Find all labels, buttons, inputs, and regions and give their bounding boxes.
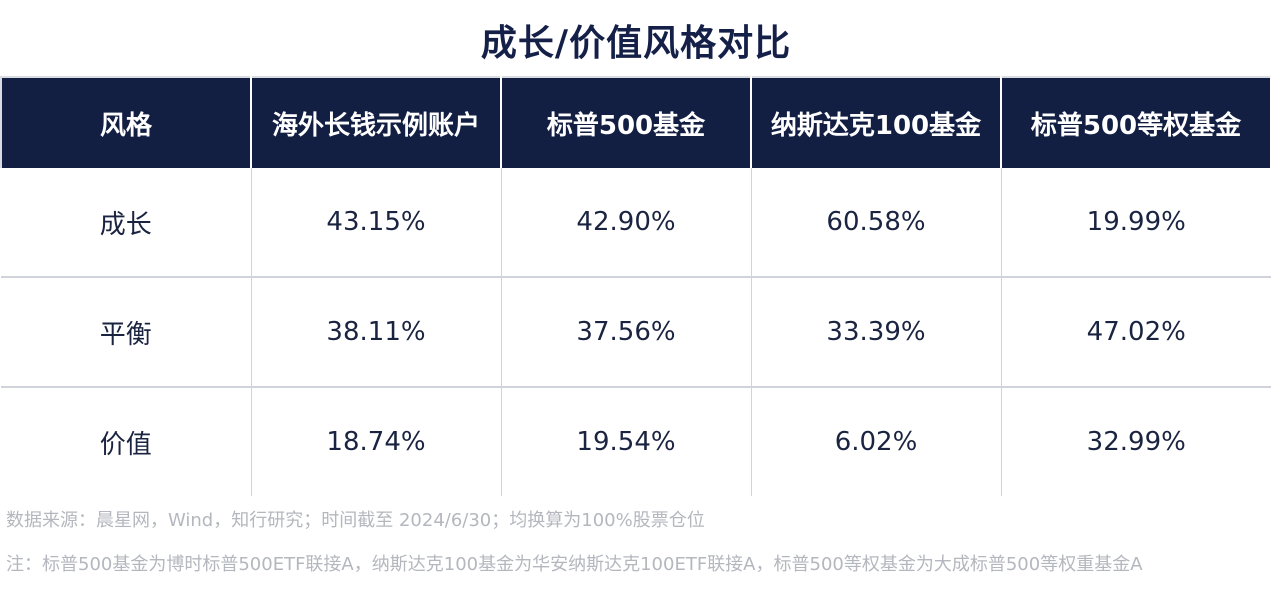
table-row: 平衡 38.11% 37.56% 33.39% 47.02% [1,277,1271,388]
column-header: 海外长钱示例账户 [250,76,502,168]
table-cell: 19.54% [500,387,751,496]
table-cell: 18.74% [250,387,501,496]
table-cell: 47.02% [1000,277,1271,388]
row-label: 成长 [1,168,251,278]
row-label: 平衡 [1,277,251,388]
style-comparison-table: 风格 海外长钱示例账户 标普500基金 纳斯达克100基金 标普500等权基金 … [0,76,1272,496]
table-cell: 19.99% [1000,168,1271,278]
table-cell: 38.11% [250,277,501,388]
row-label: 价值 [99,429,152,460]
table-cell: 6.02% [750,387,1001,496]
column-header: 风格 [0,76,252,168]
table-cell: 32.99% [1000,387,1271,496]
column-header: 纳斯达克100基金 [750,76,1002,168]
table-cell: 42.90% [500,168,751,278]
table-header-row: 风格 海外长钱示例账户 标普500基金 纳斯达克100基金 标普500等权基金 [0,76,1272,168]
fund-remark-note: 注：标普500基金为博时标普500ETF联接A，纳斯达克100基金为华安纳斯达克… [6,554,1143,575]
table-row: 价值 18.74% 19.54% 6.02% 32.99% [1,387,1271,496]
table-cell: 43.15% [250,168,501,278]
page-title: 成长/价值风格对比 [480,23,792,64]
table-cell: 60.58% [750,168,1001,278]
column-header: 标普500基金 [500,76,752,168]
table-cell: 33.39% [750,277,1001,388]
data-source-note: 数据来源：晨星网，Wind，知行研究；时间截至 2024/6/30；均换算为10… [6,510,705,531]
column-header: 标普500等权基金 [1000,76,1272,168]
table-row: 成长 43.15% 42.90% 60.58% 19.99% [1,168,1271,278]
table-cell: 37.56% [500,277,751,388]
